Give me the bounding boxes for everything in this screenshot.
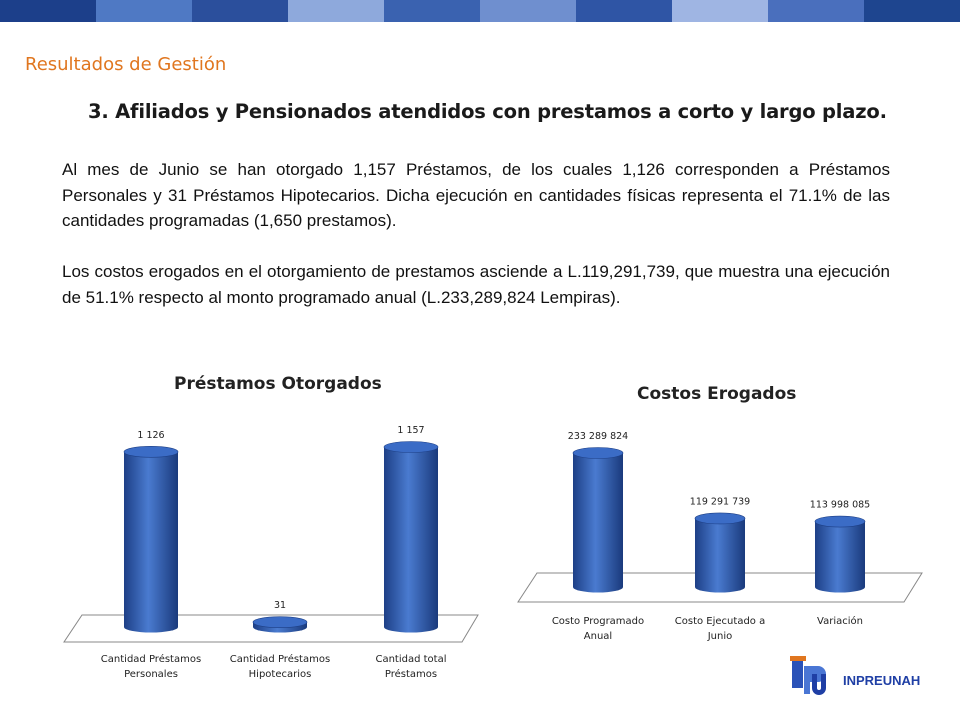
paragraph-costos: Los costos erogados en el otorgamiento d… [62,262,890,307]
bar [384,447,438,633]
category-label: Hipotecarios [249,669,312,680]
category-label: Cantidad Préstamos [101,653,201,665]
data-label: 233 289 824 [568,431,628,442]
bar-top [814,515,866,528]
category-label: Anual [584,631,612,642]
category-label: Junio [707,631,733,642]
page-title: 3. Afiliados y Pensionados atendidos con… [88,100,887,123]
bar [695,518,745,593]
category-label: Costo Ejecutado a [675,616,765,627]
data-label: 119 291 739 [690,496,750,507]
category-label: Personales [124,669,178,680]
category-label: Costo Programado [552,616,644,627]
bar [815,521,865,593]
bar [573,453,623,593]
bar-top [252,616,308,628]
data-label: 31 [274,600,286,611]
category-label: Préstamos [385,668,437,680]
data-label: 1 126 [137,430,164,441]
bar-top [572,447,624,459]
category-label: Variación [817,615,863,627]
bar-top [123,446,179,458]
bar [124,451,178,633]
category-label: Cantidad Préstamos [230,653,330,665]
bar-top [383,441,439,453]
data-label: 113 998 085 [810,500,870,511]
chart-title-costos: Costos Erogados [637,384,797,404]
bar-top [694,512,746,525]
section-title: Resultados de Gestión [25,54,227,75]
category-label: Cantidad total [375,654,446,665]
paragraph-prestamos: Al mes de Junio se han otorgado 1,157 Pr… [62,160,890,230]
logo-text: INPREUNAH [843,673,921,688]
data-label: 1 157 [397,425,424,436]
chart-title-prestamos: Préstamos Otorgados [174,374,382,394]
inpreunah-logo [788,652,836,698]
top-banner [0,0,960,22]
